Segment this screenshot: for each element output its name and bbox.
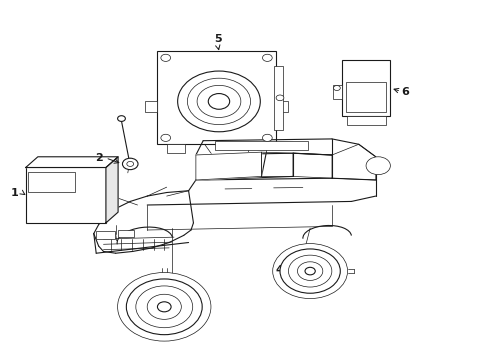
Bar: [346, 116, 385, 125]
Circle shape: [366, 157, 389, 175]
Text: 5: 5: [214, 34, 221, 44]
Circle shape: [161, 54, 170, 62]
Circle shape: [161, 134, 170, 141]
Text: 1: 1: [11, 188, 19, 198]
Polygon shape: [106, 157, 118, 223]
Circle shape: [280, 249, 340, 293]
Circle shape: [197, 85, 241, 117]
Circle shape: [147, 294, 181, 319]
Bar: [341, 60, 389, 116]
Bar: [166, 144, 185, 153]
Circle shape: [126, 161, 133, 166]
Circle shape: [262, 54, 272, 62]
Polygon shape: [196, 152, 261, 180]
Polygon shape: [26, 157, 118, 167]
Circle shape: [117, 116, 125, 121]
Circle shape: [117, 273, 210, 341]
Circle shape: [272, 244, 347, 298]
Bar: [273, 66, 283, 130]
Circle shape: [208, 94, 229, 109]
Circle shape: [297, 262, 322, 280]
Bar: [345, 82, 386, 112]
Bar: [96, 231, 115, 239]
Bar: [28, 172, 75, 192]
Circle shape: [288, 255, 331, 287]
Bar: [215, 141, 307, 150]
Bar: [157, 51, 276, 144]
Circle shape: [157, 302, 171, 312]
Circle shape: [276, 95, 284, 101]
Bar: [247, 144, 266, 153]
Circle shape: [333, 86, 340, 90]
Circle shape: [177, 71, 260, 132]
Circle shape: [262, 134, 272, 141]
Bar: [332, 85, 341, 99]
Text: 3: 3: [128, 305, 135, 315]
Circle shape: [122, 158, 138, 170]
Bar: [26, 167, 106, 223]
Bar: [144, 101, 157, 112]
Circle shape: [136, 286, 192, 328]
Text: 6: 6: [400, 87, 408, 98]
Text: 4: 4: [275, 265, 283, 275]
Bar: [118, 230, 133, 237]
Circle shape: [305, 267, 315, 275]
Bar: [276, 101, 287, 112]
Circle shape: [187, 78, 250, 125]
Circle shape: [126, 279, 202, 335]
Text: 2: 2: [95, 153, 102, 163]
